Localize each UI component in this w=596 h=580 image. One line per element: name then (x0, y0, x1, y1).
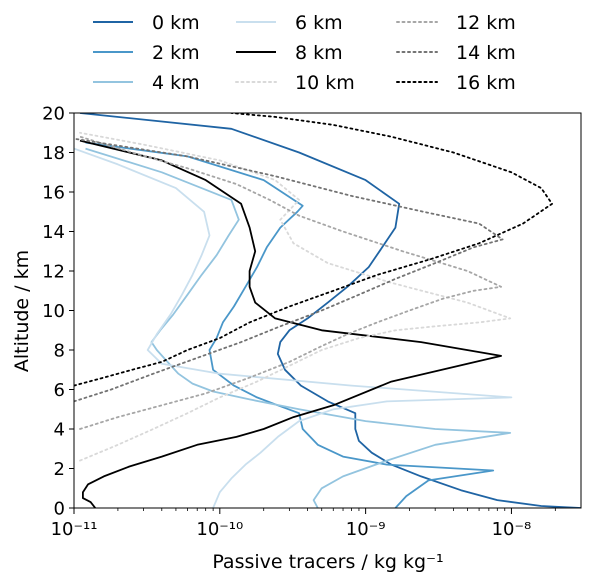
legend-label: 16 km (456, 72, 516, 94)
series-line-16-km (74, 113, 553, 387)
legend-label: 6 km (295, 12, 343, 34)
series-line-10-km (79, 131, 512, 462)
x-axis-ticks: 10⁻¹¹ 10⁻¹⁰ 10⁻⁹ 10⁻⁸ (51, 508, 556, 540)
y-tick-label: 10 (42, 301, 65, 322)
series-line-6-km (74, 147, 513, 508)
y-tick-label: 12 (42, 262, 65, 283)
legend-label: 14 km (456, 42, 516, 64)
y-axis-label: Altitude / km (11, 250, 33, 372)
series-line-0-km (79, 113, 581, 508)
legend-label: 12 km (456, 12, 516, 34)
series-line-12-km (79, 135, 503, 430)
y-tick-label: 4 (54, 420, 65, 441)
x-tick-label: 10⁻⁸ (492, 519, 532, 540)
legend: 0 km 2 km 4 km 6 km 8 km 10 km 12 km 14 km 16 km (93, 12, 516, 94)
y-tick-label: 0 (54, 499, 65, 520)
series-line-4-km (85, 147, 512, 508)
legend-label: 2 km (152, 42, 200, 64)
legend-label: 0 km (152, 12, 200, 34)
series-line-2-km (85, 141, 495, 508)
legend-label: 10 km (295, 72, 355, 94)
y-axis-ticks: 0 2 4 6 8 10 12 14 16 18 20 (42, 104, 74, 520)
y-tick-label: 16 (42, 183, 65, 204)
series-line-14-km (74, 137, 504, 403)
y-tick-label: 6 (54, 380, 65, 401)
y-tick-label: 20 (42, 104, 65, 125)
legend-label: 4 km (152, 72, 200, 94)
x-axis-label: Passive tracers / kg kg⁻¹ (212, 551, 443, 573)
x-tick-label: 10⁻⁹ (346, 519, 386, 540)
series-layer (74, 113, 581, 508)
x-tick-label: 10⁻¹⁰ (196, 519, 243, 540)
x-tick-label: 10⁻¹¹ (51, 519, 98, 540)
legend-label: 8 km (295, 42, 343, 64)
y-tick-label: 2 (54, 459, 65, 480)
y-tick-label: 18 (42, 143, 65, 164)
y-tick-label: 8 (54, 341, 65, 362)
series-line-8-km (79, 139, 503, 508)
y-tick-label: 14 (42, 222, 65, 243)
